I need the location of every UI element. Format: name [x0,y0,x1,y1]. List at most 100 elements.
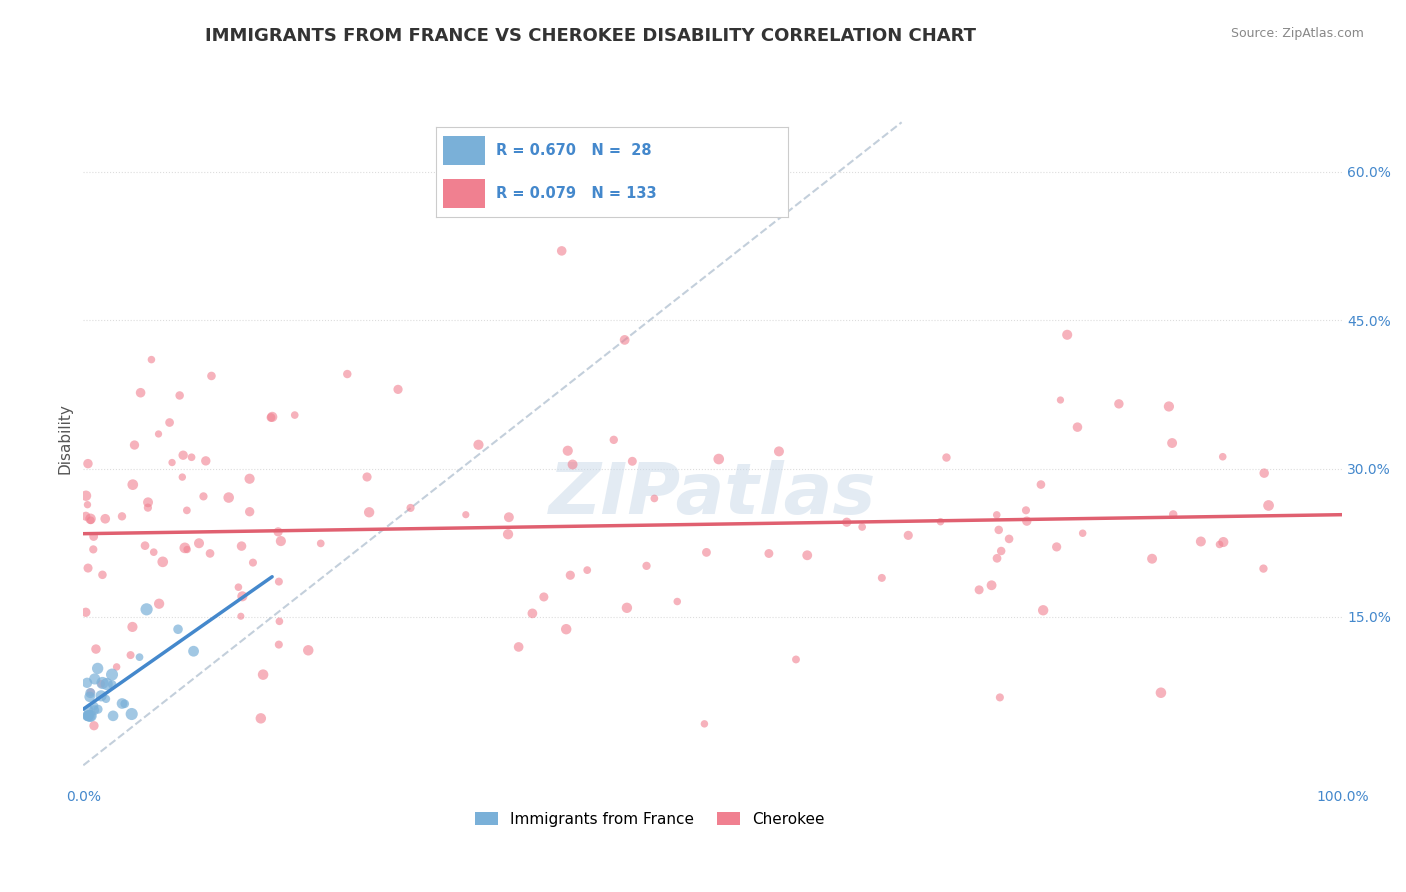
Point [141,352,163,367]
Point [1161,508,1184,522]
Point [111,509,134,524]
Point [270,534,292,549]
Point [986,508,1008,522]
Point [176,542,198,557]
Point [242,556,264,570]
Point [1253,466,1275,480]
Point [1157,400,1180,414]
Point [1015,514,1038,528]
Point [169,388,191,402]
Point [522,607,544,621]
Point [262,409,284,424]
Point [159,416,181,430]
Point [560,568,582,582]
Point [998,532,1021,546]
Point [128,650,150,665]
Point [75,605,97,619]
Point [870,571,893,585]
Point [336,367,359,381]
Point [75,489,97,503]
Point [76,709,98,723]
Point [967,582,990,597]
Point [77,561,100,575]
Point [616,600,638,615]
Point [1257,499,1279,513]
Point [101,677,124,691]
Point [176,503,198,517]
Point [785,652,807,666]
Point [91,676,114,690]
Point [114,697,136,711]
Point [1108,397,1130,411]
Point [467,438,489,452]
Point [980,578,1002,592]
Point [180,450,202,465]
Point [86,661,108,675]
Point [1212,535,1234,549]
Point [136,500,159,515]
Point [96,677,118,691]
Point [260,410,283,425]
Point [77,709,100,723]
Point [613,333,636,347]
Point [77,709,100,723]
Point [1161,436,1184,450]
Point [1032,603,1054,617]
Point [75,509,97,524]
Point [796,549,818,563]
Point [90,689,112,703]
Point [359,505,381,519]
Point [693,716,716,731]
Point [1046,540,1069,554]
Point [269,615,291,629]
Point [557,443,579,458]
Point [218,491,240,505]
Point [533,590,555,604]
Point [136,495,159,509]
Point [111,697,134,711]
Point [551,244,574,258]
Point [183,644,205,658]
Point [636,558,658,573]
Point [121,706,143,721]
Point [935,450,957,465]
Point [695,545,717,559]
Point [83,719,105,733]
Point [576,563,599,577]
Point [79,690,101,704]
Text: Source: ZipAtlas.com: Source: ZipAtlas.com [1230,27,1364,40]
Point [90,677,112,691]
Point [193,489,215,503]
Point [82,542,104,557]
Point [1029,477,1052,491]
Point [76,498,98,512]
Text: IMMIGRANTS FROM FRANCE VS CHEROKEE DISABILITY CORRELATION CHART: IMMIGRANTS FROM FRANCE VS CHEROKEE DISAB… [205,27,976,45]
Point [83,672,105,686]
Point [228,580,250,594]
Point [79,709,101,723]
Point [990,544,1012,558]
Point [152,555,174,569]
Point [297,643,319,657]
Y-axis label: Disability: Disability [58,403,72,475]
Point [87,702,110,716]
Point [77,457,100,471]
Point [454,508,477,522]
Point [267,524,290,539]
Point [250,711,273,725]
Point [1071,526,1094,541]
Point [1140,551,1163,566]
Point [988,690,1011,705]
Point [79,685,101,699]
Point [1150,686,1173,700]
Point [496,527,519,541]
Point [200,368,222,383]
Point [229,609,252,624]
Point [120,648,142,662]
Point [80,709,103,723]
Point [252,667,274,681]
Text: ZIPatlas: ZIPatlas [550,459,876,529]
Point [121,620,143,634]
Point [80,513,103,527]
Point [284,408,307,422]
